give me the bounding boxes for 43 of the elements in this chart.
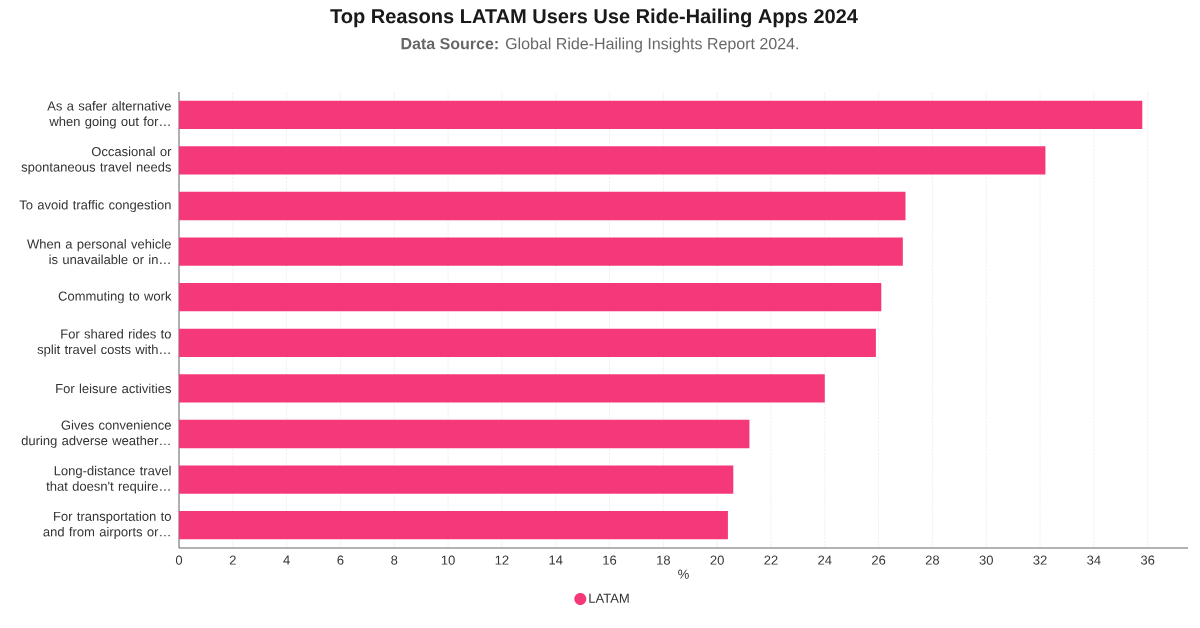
- x-tick-label: 16: [603, 555, 617, 565]
- x-tick-label: 32: [1033, 555, 1047, 565]
- x-tick-label: 6: [337, 555, 344, 565]
- bar: [179, 283, 882, 312]
- x-tick-label: 26: [872, 555, 886, 565]
- bar: [179, 146, 1046, 175]
- bar: [179, 328, 876, 357]
- y-tick-label: For leisure activities: [56, 383, 171, 394]
- x-axis-title: %: [678, 569, 689, 579]
- y-tick-label: For shared rides to split travel costs with…: [37, 329, 171, 357]
- y-tick-label: For transportation to and from airports or…: [43, 511, 171, 540]
- bar: [179, 237, 903, 266]
- x-tick-label: 20: [710, 555, 724, 565]
- y-tick-label: Long-distance travel that doesn't require…: [46, 465, 171, 494]
- y-tick-label: Commuting to work: [58, 291, 172, 304]
- bar: [179, 100, 1143, 129]
- x-tick-label: 34: [1087, 555, 1101, 565]
- y-tick-label: When a personal vehicle is unavailable or in…: [27, 239, 171, 265]
- x-tick-label: 10: [441, 555, 455, 565]
- bar: [179, 191, 906, 221]
- y-tick-label: Occasional or spontaneous travel needs: [21, 146, 172, 175]
- y-tick-label: To avoid traffic congestion: [19, 199, 171, 213]
- x-tick-label: 24: [818, 555, 832, 565]
- x-tick-label: 2: [229, 555, 236, 565]
- chart-title: Top Reasons LATAM Users Use Ride-Hailing Apps 2024: [330, 8, 858, 28]
- x-tick-label: 30: [979, 555, 993, 565]
- y-tick-label: As a safer alternative when going out for…: [47, 101, 171, 129]
- x-tick-label: 0: [175, 555, 183, 565]
- bar: [179, 374, 825, 403]
- y-tick-label: Gives convenience during adverse weather…: [21, 420, 171, 448]
- bar: [179, 511, 728, 540]
- chart-subtitle: Data Source: Global Ride-Hailing Insights Report 2024.: [401, 37, 798, 53]
- x-tick-label: 12: [495, 555, 509, 565]
- x-tick-label: 36: [1140, 555, 1155, 565]
- bar: [179, 419, 750, 449]
- x-tick-label: 28: [925, 555, 940, 565]
- x-tick-label: 22: [764, 555, 778, 565]
- legend-label: LATAM: [589, 593, 629, 603]
- x-tick-label: 8: [391, 555, 398, 565]
- x-tick-label: 18: [657, 555, 670, 565]
- bar: [179, 465, 734, 494]
- x-tick-label: 14: [549, 555, 563, 565]
- x-tick-label: 4: [283, 555, 290, 565]
